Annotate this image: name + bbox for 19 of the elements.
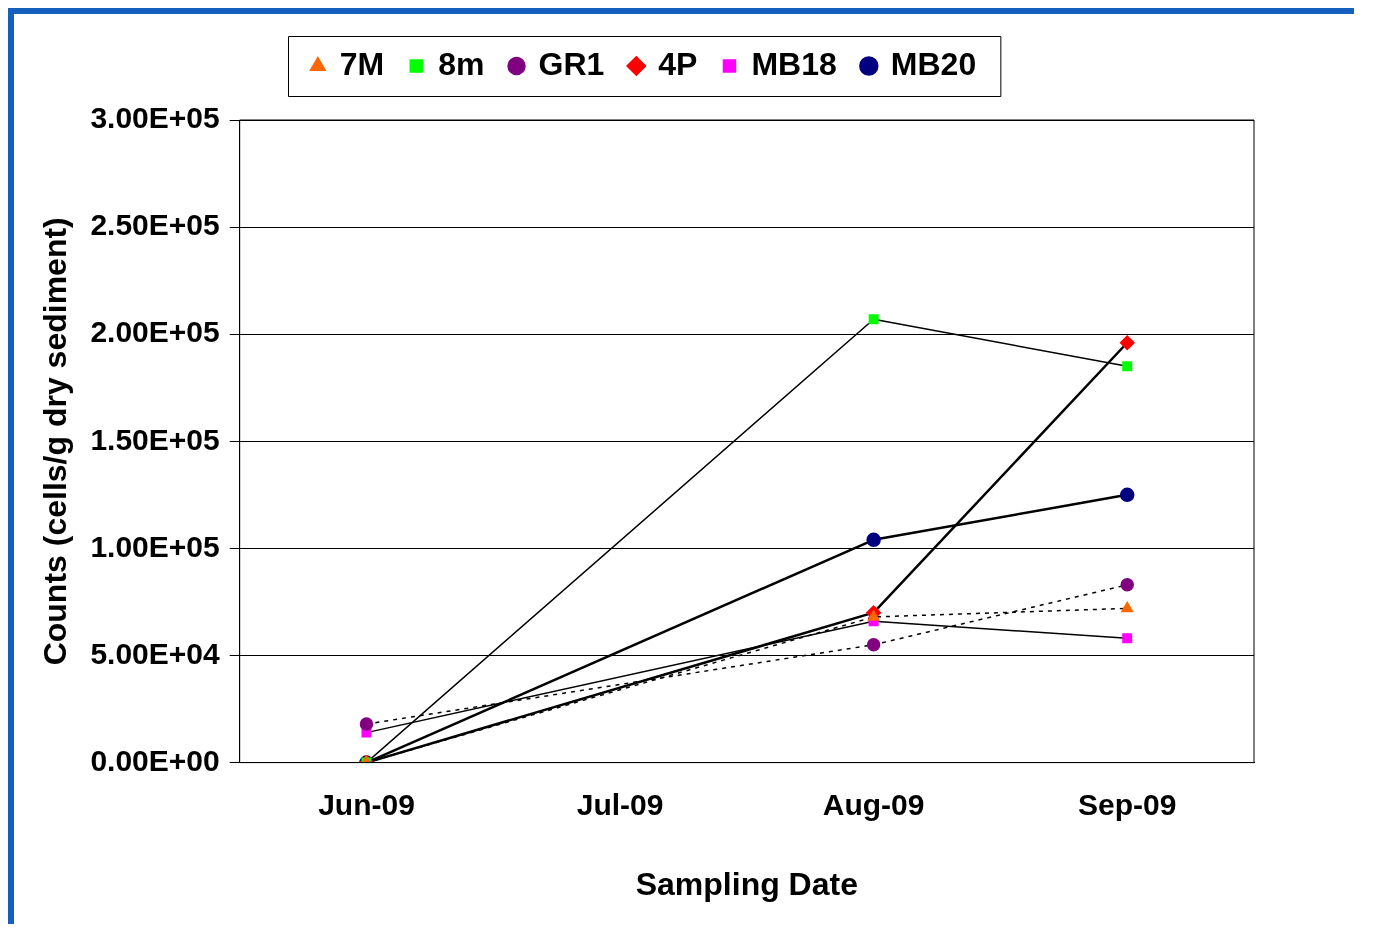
legend-label: GR1 <box>538 45 605 82</box>
x-axis-title: Sampling Date <box>635 865 858 902</box>
legend-label: 4P <box>658 45 698 82</box>
legend-label: MB18 <box>751 45 837 82</box>
y-tick-label: 3.00E+05 <box>90 101 220 135</box>
x-tick-label: Jun-09 <box>318 787 415 821</box>
legend-label: 8m <box>438 45 485 82</box>
x-tick-label: Sep-09 <box>1078 787 1177 821</box>
y-axis-title: Counts (cells/g dry sediment) <box>37 217 74 666</box>
legend-label: MB20 <box>890 45 977 82</box>
y-tick-label: 2.50E+05 <box>90 208 220 242</box>
y-tick-label: 1.50E+05 <box>90 422 220 456</box>
y-tick-label: 2.00E+05 <box>90 315 220 349</box>
x-tick-label: Jul-09 <box>576 787 664 821</box>
y-tick-label: 1.00E+05 <box>90 529 220 563</box>
x-tick-label: Aug-09 <box>822 787 925 821</box>
legend-label: 7M <box>339 45 385 82</box>
y-tick-label: 0.00E+00 <box>90 743 220 777</box>
y-tick-label: 5.00E+04 <box>90 636 220 670</box>
